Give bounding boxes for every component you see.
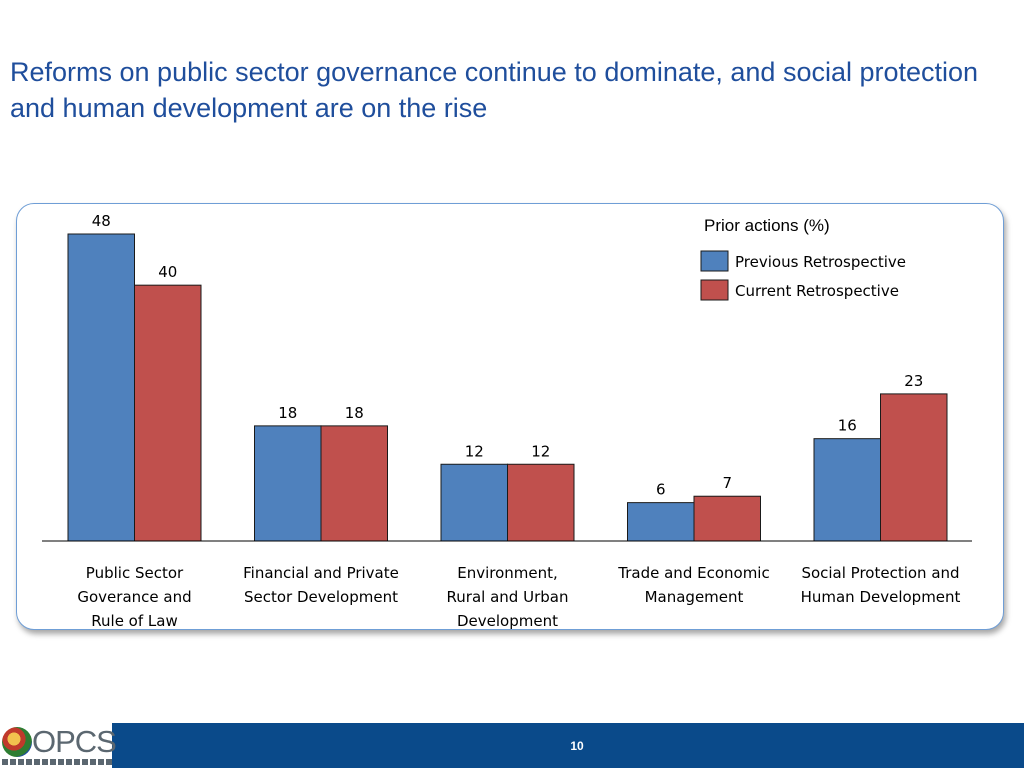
opcs-logo: OPCS (0, 723, 117, 768)
footer-bar: OPCS 10 (0, 723, 1024, 768)
chart-frame (16, 203, 1004, 630)
slide-title: Reforms on public sector governance cont… (10, 57, 979, 123)
page-number: 10 (570, 739, 584, 753)
logo-tagline (2, 759, 112, 765)
logo-wordmark: OPCS (32, 724, 117, 759)
globe-icon (2, 727, 32, 757)
